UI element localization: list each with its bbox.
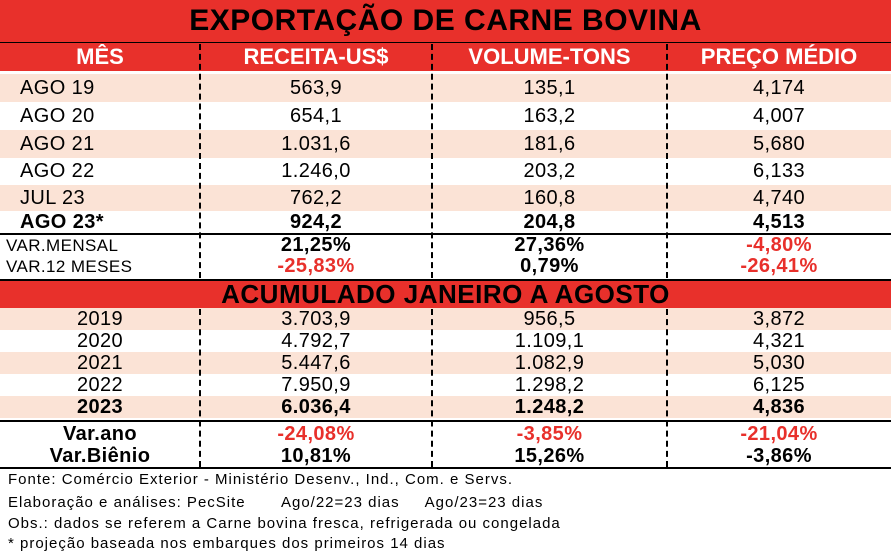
table-title: EXPORTAÇÃO DE CARNE BOVINA	[0, 0, 891, 42]
acumulado-title: ACUMULADO JANEIRO A AGOSTO	[0, 279, 891, 309]
column-separator	[431, 309, 433, 467]
table-row: 2022 7.950,9 1.298,2 6,125	[0, 374, 891, 396]
table-row: AGO 21 1.031,6 181,6 5,680	[0, 130, 891, 158]
cell-receita: 6.036,4	[281, 395, 351, 418]
cell-ano: 2023	[76, 395, 124, 418]
divider	[0, 233, 891, 235]
cell-preco: -4,80%	[746, 234, 812, 256]
table-row: 2021 5.447,6 1.082,9 5,030	[0, 352, 891, 374]
cell-volume: 135,1	[523, 76, 576, 99]
cell-ano: 2022	[76, 373, 124, 396]
cell-mes: AGO 22	[20, 160, 95, 182]
column-separator	[666, 44, 668, 278]
header-volume: VOLUME-TONS	[468, 44, 631, 69]
table-row: AGO 20 654,1 163,2 4,007	[0, 102, 891, 130]
cell-receita: 1.031,6	[281, 132, 351, 155]
cell-mes: JUL 23	[20, 186, 86, 209]
cell-receita: 762,2	[289, 186, 343, 209]
cell-volume: 1.248,2	[514, 395, 585, 418]
cell-label: Var.Biênio	[49, 444, 151, 467]
table-row: JUL 23 762,2 160,8 4,740	[0, 185, 891, 211]
cell-volume: -3,85%	[516, 422, 583, 445]
cell-receita: 1.246,0	[281, 160, 351, 182]
cell-volume: 203,2	[523, 160, 576, 182]
table-row: AGO 19 563,9 135,1 4,174	[0, 74, 891, 102]
cell-preco: -21,04%	[740, 422, 818, 445]
var-12-row: VAR.12 MESES -25,83% 0,79% -26,41%	[0, 255, 891, 277]
cell-preco: 6,125	[752, 373, 806, 396]
column-header-row: MÊS RECEITA-US$ VOLUME-TONS PREÇO MÉDIO	[0, 43, 891, 71]
cell-preco: 4,174	[752, 76, 806, 99]
cell-mes: AGO 19	[20, 76, 95, 99]
divider	[0, 279, 891, 281]
cell-receita: 4.792,7	[281, 329, 351, 352]
cell-receita: 654,1	[289, 104, 343, 127]
var-bienio-row: Var.Biênio 10,81% 15,26% -3,86%	[0, 445, 891, 467]
cell-receita: -24,08%	[277, 422, 355, 445]
cell-receita: 21,25%	[280, 234, 352, 256]
cell-ano: 2019	[76, 307, 124, 330]
note-source: Fonte: Comércio Exterior - Ministério De…	[8, 471, 514, 488]
cell-volume: 0,79%	[520, 255, 579, 277]
header-receita: RECEITA-US$	[243, 44, 389, 69]
cell-preco: 4,513	[752, 210, 806, 233]
cell-preco: 4,321	[752, 329, 806, 352]
cell-volume: 163,2	[523, 104, 576, 127]
cell-preco: 6,133	[752, 160, 806, 182]
cell-volume: 1.298,2	[514, 373, 585, 396]
cell-volume: 1.109,1	[514, 329, 585, 352]
var-ano-row: Var.ano -24,08% -3,85% -21,04%	[0, 423, 891, 445]
cell-label: Var.ano	[63, 422, 137, 445]
table-row: AGO 22 1.246,0 203,2 6,133	[0, 158, 891, 185]
cell-ano: 2020	[76, 329, 124, 352]
cell-ano: 2021	[76, 351, 124, 374]
divider	[0, 467, 891, 469]
note-analysis: Elaboração e análises: PecSite Ago/22=23…	[8, 494, 544, 511]
cell-volume: 27,36%	[514, 234, 585, 256]
cell-receita: 3.703,9	[281, 307, 351, 330]
cell-label: VAR.12 MESES	[6, 256, 133, 276]
note-projection: * projeção baseada nos embarques dos pri…	[8, 535, 446, 552]
divider	[0, 42, 891, 43]
cell-receita: 7.950,9	[281, 373, 351, 396]
cell-preco: 3,872	[752, 307, 806, 330]
cell-preco: -26,41%	[740, 255, 818, 277]
table-row: 2023 6.036,4 1.248,2 4,836	[0, 396, 891, 418]
cell-preco: 4,836	[752, 395, 806, 418]
cell-receita: 10,81%	[280, 444, 352, 467]
cell-label: VAR.MENSAL	[6, 235, 119, 255]
cell-preco: 4,007	[752, 104, 806, 127]
cell-preco: -3,86%	[746, 444, 812, 467]
table-row: 2020 4.792,7 1.109,1 4,321	[0, 330, 891, 352]
cell-mes: AGO 23*	[20, 210, 104, 233]
cell-preco: 5,030	[752, 351, 806, 374]
divider	[0, 420, 891, 422]
cell-mes: AGO 21	[20, 132, 95, 155]
cell-receita: -25,83%	[277, 255, 355, 277]
column-separator	[199, 309, 201, 467]
note-obs: Obs.: dados se referem a Carne bovina fr…	[8, 515, 561, 532]
column-separator	[199, 44, 201, 278]
cell-volume: 204,8	[523, 210, 576, 233]
cell-volume: 1.082,9	[514, 351, 585, 374]
cell-preco: 4,740	[752, 186, 806, 209]
cell-volume: 160,8	[523, 186, 576, 209]
table-row: AGO 23* 924,2 204,8 4,513	[0, 211, 891, 233]
column-separator	[666, 309, 668, 467]
header-mes: MÊS	[76, 44, 124, 69]
cell-receita: 563,9	[289, 76, 343, 99]
header-preco: PREÇO MÉDIO	[700, 44, 858, 69]
column-separator	[431, 44, 433, 278]
cell-receita: 924,2	[289, 210, 343, 233]
cell-volume: 181,6	[523, 132, 576, 155]
cell-volume: 15,26%	[514, 444, 585, 467]
cell-preco: 5,680	[752, 132, 806, 155]
table-row: 2019 3.703,9 956,5 3,872	[0, 308, 891, 330]
cell-mes: AGO 20	[20, 104, 95, 127]
cell-volume: 956,5	[523, 307, 576, 330]
var-mensal-row: VAR.MENSAL 21,25% 27,36% -4,80%	[0, 234, 891, 256]
cell-receita: 5.447,6	[281, 351, 351, 374]
